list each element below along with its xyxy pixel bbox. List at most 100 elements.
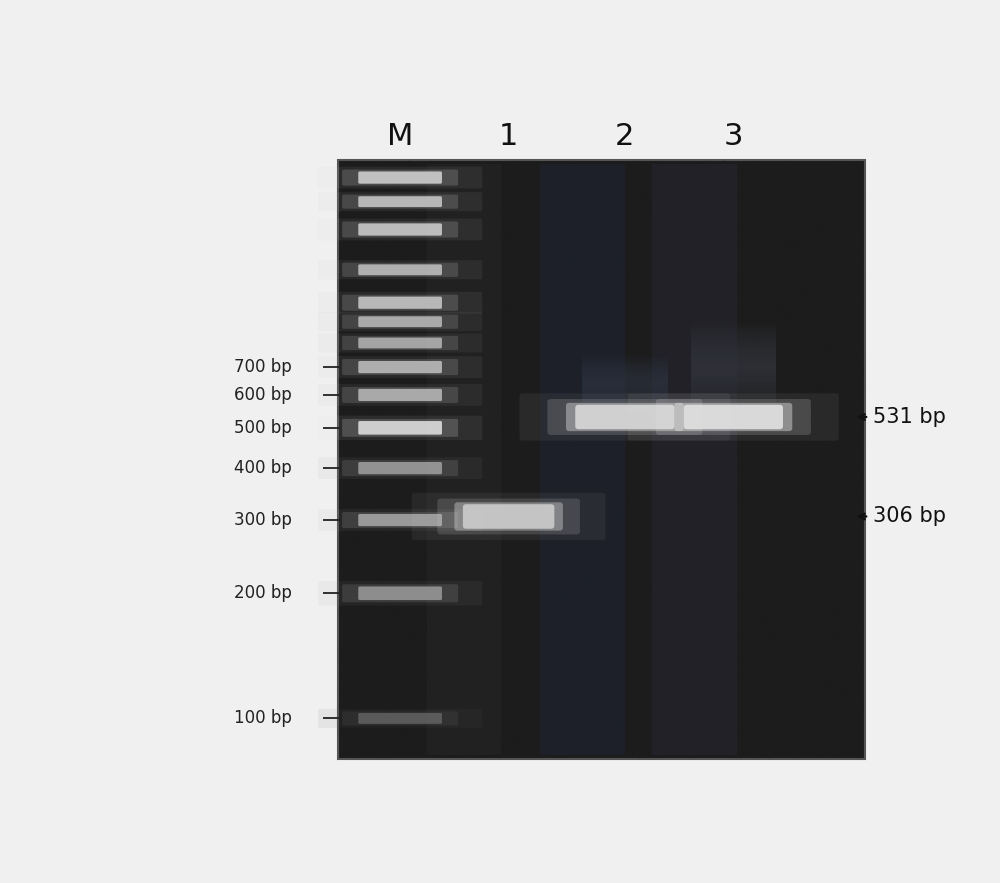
- Point: [672, 351, 688, 365]
- Point: [583, 230, 599, 244]
- Point: [434, 267, 450, 281]
- Point: [397, 524, 413, 538]
- Point: [674, 358, 690, 373]
- Bar: [691, 401, 776, 404]
- Point: [576, 464, 592, 478]
- Point: [692, 435, 708, 449]
- Point: [760, 585, 776, 600]
- Point: [620, 298, 636, 312]
- Point: [734, 184, 750, 198]
- Point: [431, 480, 447, 494]
- Point: [546, 606, 562, 620]
- Point: [372, 493, 388, 507]
- Point: [822, 637, 838, 651]
- Point: [805, 250, 821, 264]
- Point: [499, 230, 515, 245]
- Point: [437, 429, 453, 443]
- Point: [532, 598, 548, 612]
- Point: [401, 204, 417, 218]
- Point: [837, 437, 853, 451]
- Point: [534, 564, 550, 578]
- Point: [744, 584, 760, 598]
- Point: [577, 281, 593, 295]
- Point: [481, 325, 497, 339]
- Point: [786, 456, 802, 470]
- Point: [509, 713, 525, 727]
- Point: [344, 555, 360, 570]
- Point: [650, 731, 666, 745]
- Point: [510, 696, 526, 710]
- Point: [361, 600, 377, 614]
- Point: [586, 647, 602, 661]
- Point: [558, 732, 574, 746]
- Point: [630, 322, 646, 336]
- Point: [513, 685, 529, 699]
- Point: [394, 274, 410, 288]
- Point: [626, 309, 642, 323]
- Point: [780, 547, 796, 561]
- Point: [572, 713, 588, 728]
- Point: [799, 191, 815, 205]
- Point: [409, 375, 425, 389]
- Point: [572, 192, 588, 207]
- Point: [521, 677, 537, 691]
- Point: [416, 540, 432, 554]
- Point: [466, 592, 482, 606]
- Point: [432, 365, 448, 379]
- Point: [534, 728, 550, 743]
- Point: [473, 534, 489, 548]
- Bar: [582, 357, 668, 358]
- Point: [353, 247, 369, 261]
- Point: [514, 258, 530, 272]
- Point: [830, 499, 846, 513]
- Point: [440, 383, 456, 397]
- Point: [764, 536, 780, 550]
- Point: [359, 195, 375, 209]
- Point: [762, 359, 778, 374]
- Point: [572, 341, 588, 355]
- Point: [535, 322, 551, 336]
- Point: [505, 594, 521, 608]
- Point: [719, 601, 735, 615]
- Point: [664, 543, 680, 557]
- Point: [670, 645, 686, 660]
- Point: [802, 440, 818, 454]
- Point: [662, 615, 678, 629]
- Point: [716, 652, 732, 666]
- Point: [651, 347, 667, 361]
- Point: [366, 333, 382, 347]
- Point: [525, 582, 541, 596]
- Point: [736, 329, 752, 343]
- Point: [669, 293, 685, 307]
- Point: [812, 479, 828, 493]
- Point: [612, 629, 628, 643]
- Point: [685, 464, 701, 478]
- Point: [844, 454, 860, 468]
- Point: [760, 628, 776, 642]
- Point: [747, 249, 763, 263]
- Point: [436, 637, 452, 651]
- Point: [761, 721, 777, 736]
- Point: [492, 186, 508, 200]
- Point: [372, 202, 388, 216]
- Point: [763, 199, 779, 213]
- Point: [625, 196, 641, 210]
- Point: [774, 190, 790, 204]
- Point: [593, 443, 609, 457]
- Point: [621, 608, 637, 622]
- Point: [750, 736, 766, 751]
- Point: [560, 345, 576, 359]
- Point: [778, 449, 794, 464]
- Point: [695, 638, 711, 653]
- Point: [743, 351, 759, 366]
- Point: [360, 407, 376, 421]
- Point: [800, 370, 816, 384]
- Bar: [582, 361, 668, 363]
- Point: [782, 249, 798, 263]
- Point: [856, 675, 872, 689]
- Point: [551, 634, 567, 648]
- Point: [403, 566, 419, 580]
- Point: [792, 219, 808, 233]
- Point: [661, 575, 677, 589]
- Point: [536, 373, 552, 387]
